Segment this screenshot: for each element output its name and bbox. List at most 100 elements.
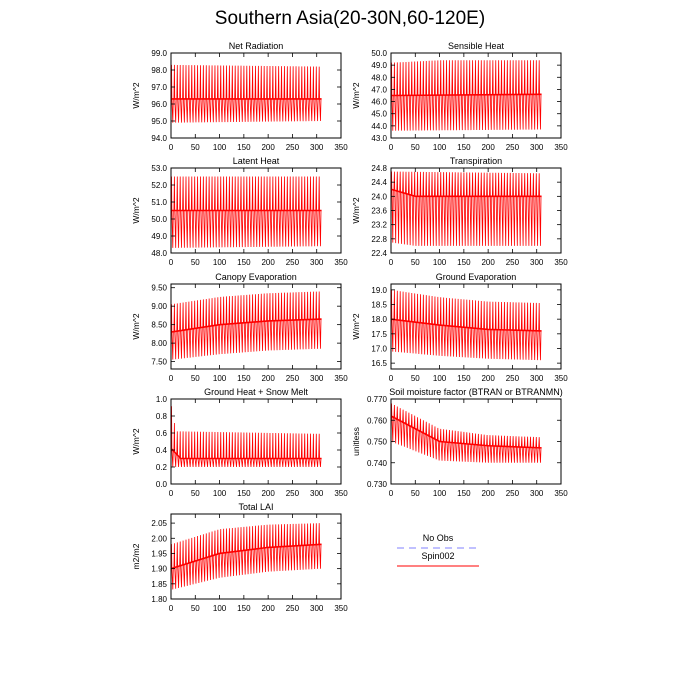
y-tick-label: 17.5 xyxy=(371,330,387,339)
y-tick-label: 94.0 xyxy=(151,134,167,143)
x-tick-label: 0 xyxy=(169,374,174,383)
y-axis-label: W/m^2 xyxy=(351,313,361,339)
chart-panel: 0 50 100 150 200 250 300 350 1.80 1.85 1.90 1.95 2.0… xyxy=(131,502,348,613)
panel-title: Ground Heat + Snow Melt xyxy=(204,387,308,397)
x-tick-label: 250 xyxy=(506,143,520,152)
chart-panel: 0 50 100 150 200 250 300 350 0.0 0.2 0.4 0.6 0.8 1.0 G… xyxy=(131,387,348,498)
series-mean-line xyxy=(390,188,542,198)
page-title: Southern Asia(20-30N,60-120E) xyxy=(214,8,486,29)
y-tick-label: 51.0 xyxy=(151,198,167,207)
x-tick-label: 250 xyxy=(286,143,300,152)
panel-title: Total LAI xyxy=(238,502,273,512)
x-tick-label: 250 xyxy=(506,258,520,267)
x-tick-label: 150 xyxy=(457,143,471,152)
x-tick-label: 300 xyxy=(530,143,544,152)
x-tick-label: 250 xyxy=(286,489,300,498)
chart-panel: 0 50 100 150 200 250 300 350 43.0 44.0 45.0 46.0 47.… xyxy=(351,41,568,152)
x-tick-label: 100 xyxy=(433,258,447,267)
x-tick-label: 350 xyxy=(554,143,568,152)
panel-title: Ground Evaporation xyxy=(436,272,517,282)
x-tick-label: 300 xyxy=(310,489,324,498)
x-tick-label: 100 xyxy=(213,489,227,498)
y-tick-label: 0.4 xyxy=(156,446,168,455)
y-tick-label: 96.0 xyxy=(151,100,167,109)
series-line xyxy=(170,64,322,123)
series-mean-line xyxy=(390,318,542,332)
y-axis-label: W/m^2 xyxy=(131,82,141,108)
y-tick-label: 17.0 xyxy=(371,344,387,353)
x-tick-label: 250 xyxy=(506,374,520,383)
x-tick-label: 350 xyxy=(334,374,348,383)
x-tick-label: 250 xyxy=(286,374,300,383)
y-tick-label: 53.0 xyxy=(151,164,167,173)
y-tick-label: 24.4 xyxy=(371,178,387,187)
y-tick-label: 46.0 xyxy=(371,98,387,107)
x-tick-label: 150 xyxy=(237,374,251,383)
y-tick-label: 0.8 xyxy=(156,412,168,421)
y-tick-label: 43.0 xyxy=(371,134,387,143)
x-tick-label: 50 xyxy=(191,374,200,383)
x-tick-label: 350 xyxy=(554,374,568,383)
y-tick-label: 0.2 xyxy=(156,463,168,472)
y-axis-label: W/m^2 xyxy=(131,197,141,223)
series-mean-line xyxy=(170,318,322,333)
x-tick-label: 300 xyxy=(530,374,544,383)
x-tick-label: 100 xyxy=(213,143,227,152)
y-tick-label: 49.0 xyxy=(151,232,167,241)
y-axis-label: W/m^2 xyxy=(131,313,141,339)
y-tick-label: 97.0 xyxy=(151,83,167,92)
panel-title: Sensible Heat xyxy=(448,41,505,51)
y-tick-label: 0.750 xyxy=(367,438,388,447)
x-tick-label: 300 xyxy=(310,374,324,383)
x-tick-label: 150 xyxy=(457,258,471,267)
y-tick-label: 1.80 xyxy=(151,595,167,604)
chart-panel: 0 50 100 150 200 250 300 350 16.5 17.0 17.5 18.0 18.… xyxy=(351,272,568,383)
chart-panel: 0 50 100 150 200 250 300 350 7.50 8.00 8.50 9.00 9.5… xyxy=(131,272,348,383)
series-line xyxy=(170,291,322,360)
x-tick-label: 300 xyxy=(530,489,544,498)
x-tick-label: 0 xyxy=(389,258,394,267)
x-tick-label: 0 xyxy=(169,489,174,498)
x-tick-label: 200 xyxy=(261,604,275,613)
plot-frame xyxy=(170,398,342,485)
series-line xyxy=(390,403,542,463)
y-tick-label: 1.85 xyxy=(151,580,167,589)
x-tick-label: 300 xyxy=(530,258,544,267)
x-tick-label: 0 xyxy=(389,374,394,383)
x-tick-label: 350 xyxy=(334,143,348,152)
y-axis-label: W/m^2 xyxy=(131,428,141,454)
legend-label: Spin002 xyxy=(421,551,454,561)
y-tick-label: 2.05 xyxy=(151,519,167,528)
x-tick-label: 0 xyxy=(389,489,394,498)
x-tick-label: 200 xyxy=(261,143,275,152)
x-tick-label: 100 xyxy=(433,143,447,152)
y-tick-label: 18.0 xyxy=(371,315,387,324)
y-tick-label: 8.50 xyxy=(151,321,167,330)
x-tick-label: 200 xyxy=(481,143,495,152)
y-tick-label: 50.0 xyxy=(371,49,387,58)
y-tick-label: 9.50 xyxy=(151,284,167,293)
x-tick-label: 150 xyxy=(237,604,251,613)
y-tick-label: 22.4 xyxy=(371,249,387,258)
y-axis-label: W/m^2 xyxy=(351,197,361,223)
y-tick-label: 24.8 xyxy=(371,164,387,173)
series-line xyxy=(170,176,322,248)
panel-title: Soil moisture factor (BTRAN or BTRANMN) xyxy=(389,387,563,397)
x-tick-label: 150 xyxy=(237,143,251,152)
y-tick-label: 48.0 xyxy=(371,73,387,82)
x-tick-label: 0 xyxy=(169,258,174,267)
x-tick-label: 50 xyxy=(411,258,420,267)
y-tick-label: 50.0 xyxy=(151,215,167,224)
x-tick-label: 200 xyxy=(261,258,275,267)
legend-label: No Obs xyxy=(423,533,454,543)
x-tick-label: 300 xyxy=(310,604,324,613)
y-tick-label: 49.0 xyxy=(371,61,387,70)
panel-title: Canopy Evaporation xyxy=(215,272,297,282)
x-tick-label: 100 xyxy=(213,604,227,613)
x-tick-label: 200 xyxy=(481,258,495,267)
x-tick-label: 0 xyxy=(169,143,174,152)
x-tick-label: 100 xyxy=(213,374,227,383)
x-tick-label: 0 xyxy=(389,143,394,152)
y-tick-label: 99.0 xyxy=(151,49,167,58)
x-tick-label: 200 xyxy=(261,374,275,383)
